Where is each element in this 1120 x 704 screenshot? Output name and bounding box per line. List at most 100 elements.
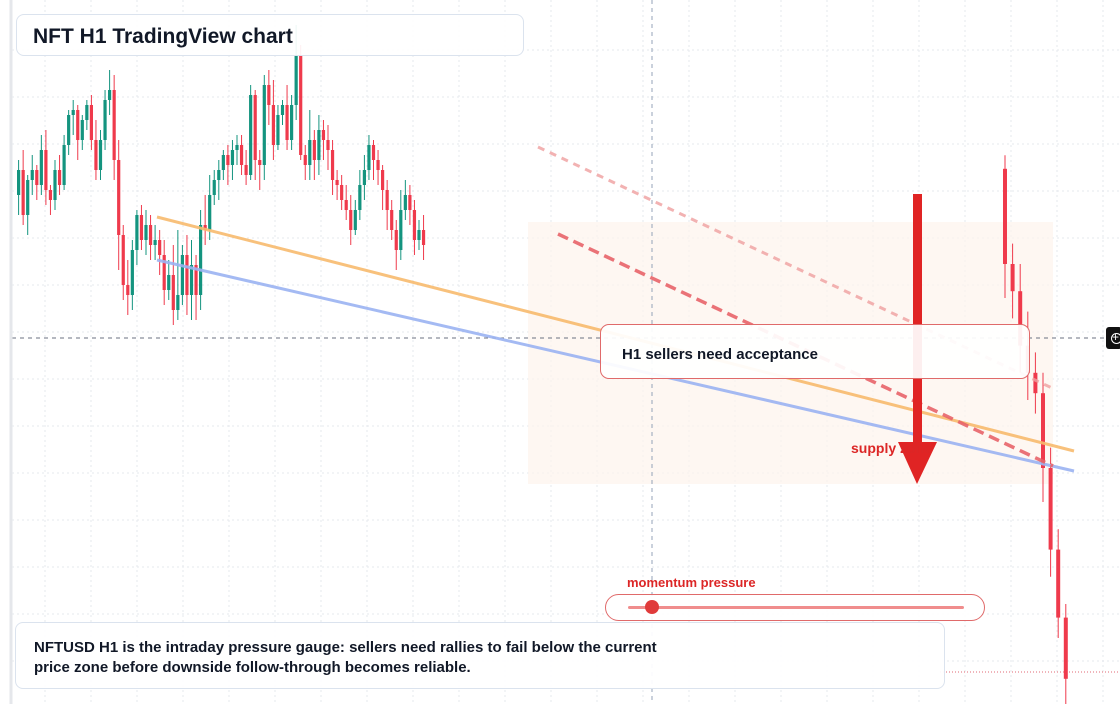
candle-body <box>308 140 312 165</box>
candle-body <box>126 285 130 295</box>
candle-body <box>130 250 134 295</box>
candle-body <box>108 90 112 100</box>
candle-body <box>167 275 171 290</box>
candle-body <box>1041 393 1045 468</box>
candle-body <box>62 145 66 185</box>
candle-body <box>349 210 353 230</box>
candle-body <box>367 145 371 170</box>
momentum-gauge-knob[interactable] <box>644 600 659 614</box>
candle-body <box>85 105 89 120</box>
candle-body <box>76 110 80 140</box>
candle-body <box>340 185 344 200</box>
candle-body <box>44 150 48 190</box>
candle-body <box>98 140 103 170</box>
candle-body <box>144 225 148 240</box>
candle-body <box>89 105 93 140</box>
title-panel: NFT H1 TradingView chart <box>16 14 524 56</box>
candle-body <box>280 105 285 115</box>
candle-body <box>121 235 125 285</box>
candle-body <box>285 105 289 140</box>
candle-body <box>1063 617 1068 679</box>
candle-body <box>158 240 162 255</box>
candle-body <box>217 170 221 180</box>
candle-body <box>148 225 153 245</box>
supply-zone-label: supply zone <box>851 440 932 456</box>
candle-body <box>48 190 53 200</box>
candle-body <box>112 90 116 160</box>
annotation-note: H1 sellers need acceptance <box>622 346 818 363</box>
candle-body <box>162 255 166 290</box>
caption-text: NFTUSD H1 is the intraday pressure gauge… <box>34 639 657 676</box>
candle-body <box>235 145 239 150</box>
candle-body <box>94 140 98 170</box>
candle-body <box>294 55 298 105</box>
candle-body <box>276 115 280 145</box>
candle-body <box>371 145 376 160</box>
candle-body <box>26 180 30 215</box>
chart-title: NFT H1 TradingView chart <box>33 25 293 48</box>
candle-body <box>153 240 157 245</box>
momentum-gauge-track <box>628 606 964 609</box>
candle-body <box>239 145 244 165</box>
candle-body <box>385 190 389 210</box>
candle-body <box>267 85 271 105</box>
candle-body <box>180 255 184 295</box>
candle-body <box>244 165 248 175</box>
candle-body <box>399 210 403 250</box>
candle-body <box>139 215 144 240</box>
candle-body <box>330 150 335 180</box>
candle-body <box>189 265 194 295</box>
candle-body <box>317 130 321 160</box>
annotation-note-box: H1 sellers need acceptance <box>600 324 1030 379</box>
candle-body <box>117 160 121 235</box>
candle-body <box>353 210 357 230</box>
candle-body <box>421 230 426 245</box>
candle-body <box>299 55 303 155</box>
candle-body <box>344 200 348 210</box>
candle-body <box>176 295 180 310</box>
candle-body <box>230 150 235 165</box>
candle-body <box>135 215 139 250</box>
candle-body <box>103 100 107 140</box>
candle-body <box>258 160 262 165</box>
candle-body <box>381 170 385 190</box>
candle-body <box>35 170 39 185</box>
candle-body <box>71 110 75 115</box>
candle-body <box>408 195 412 210</box>
candle-body <box>57 170 62 185</box>
candle-body <box>203 225 207 230</box>
supply-arrow-head <box>898 442 937 484</box>
supply-arrow-shaft <box>913 194 922 444</box>
candle-body <box>412 210 417 240</box>
crosshair-plus-icon[interactable] <box>1106 327 1120 349</box>
candle-body <box>376 160 380 170</box>
candle-body <box>321 130 326 140</box>
candle-body <box>417 230 421 240</box>
candle-body <box>326 140 330 150</box>
candle-body <box>226 155 230 165</box>
candle-body <box>390 210 394 230</box>
candle-body <box>394 230 398 250</box>
caption-panel: NFTUSD H1 is the intraday pressure gauge… <box>15 622 945 689</box>
candle-body <box>1018 291 1023 346</box>
candle-body <box>30 170 34 180</box>
candle-body <box>303 155 307 165</box>
candle-body <box>1010 264 1015 292</box>
momentum-gauge <box>605 594 985 621</box>
candle-body <box>194 265 198 295</box>
candle-body <box>249 95 253 175</box>
candle-body <box>53 170 57 200</box>
candle-body <box>185 255 189 295</box>
candle-body <box>403 195 407 210</box>
candle-body <box>1056 549 1061 618</box>
candle-body <box>80 120 84 140</box>
candle-body <box>212 180 216 195</box>
candle-body <box>290 105 294 140</box>
momentum-gauge-label: momentum pressure <box>627 575 756 590</box>
candle-body <box>262 85 266 165</box>
candle-body <box>1003 168 1007 264</box>
candle-body <box>1033 372 1038 394</box>
candle-body <box>358 185 362 210</box>
candle-body <box>253 95 257 160</box>
candle-body <box>39 150 43 185</box>
